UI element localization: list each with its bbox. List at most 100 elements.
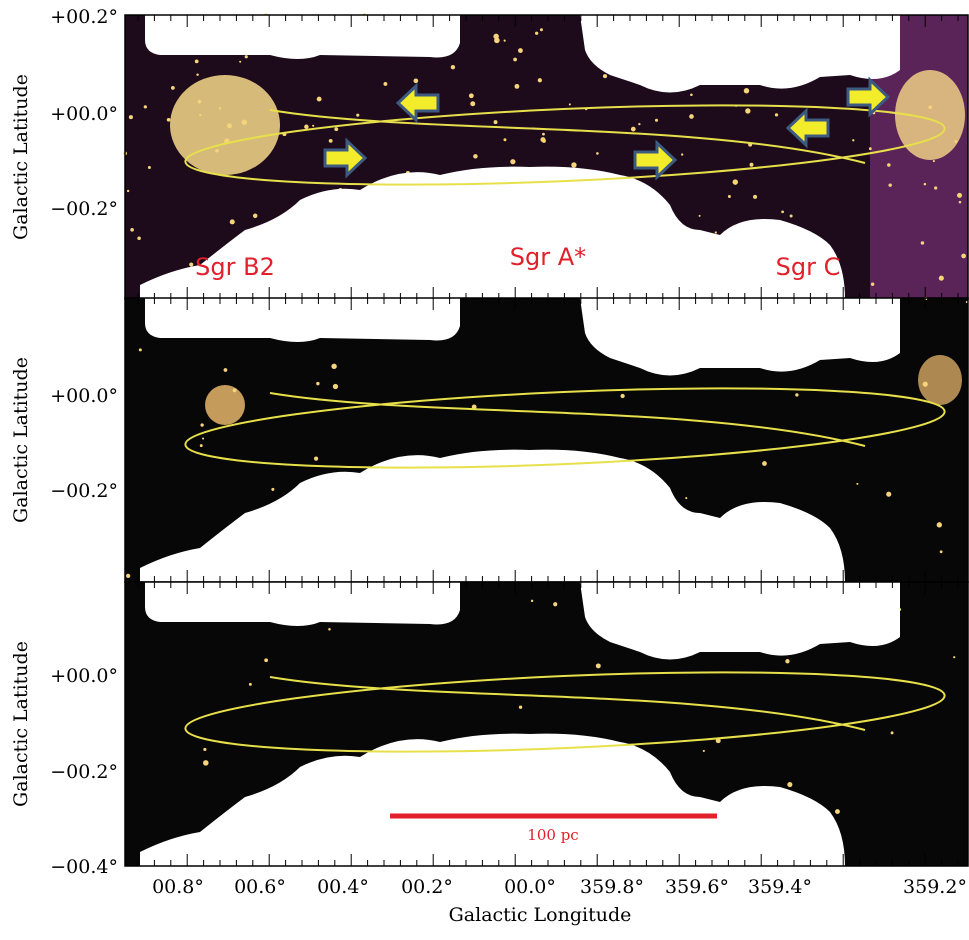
x-tick-label: 359.8° [580,876,644,898]
source-dot [890,731,894,735]
emission-region [170,75,280,175]
source-dot [535,31,539,35]
source-dot [787,781,793,788]
source-dot [328,138,333,143]
source-dot [200,423,204,427]
source-dot [248,682,252,686]
source-dot [714,231,717,234]
panel-frame [124,581,969,867]
source-dot [197,99,202,104]
motion-arrow [323,137,368,179]
source-dot [939,550,943,554]
source-dot [785,659,790,664]
source-dot [316,96,322,102]
source-dot [232,388,237,393]
source-dot [781,210,784,214]
source-dot [596,152,599,155]
source-dot [383,81,388,86]
source-dot [958,200,962,204]
source-dot [762,461,767,466]
source-dot [702,749,705,753]
source-dot [194,59,199,64]
source-dot [316,381,320,386]
source-dot [743,88,750,94]
source-dot [685,497,688,500]
source-dot [537,78,542,83]
orbit [269,109,866,164]
source-dot [539,28,543,32]
source-dot [595,663,601,669]
source-dot [241,119,247,125]
x-tick-label: 00.0° [504,876,556,898]
source-dot [203,747,207,752]
source-dot [137,236,141,241]
source-dot [226,123,232,129]
source-dot [493,33,499,40]
source-dot [689,114,694,119]
source-dot [541,138,546,143]
source-dot [473,154,478,159]
source-dot [332,383,339,390]
source-dot [886,491,892,497]
source-dot [143,105,147,109]
source-dot [954,140,958,143]
source-dot [202,437,205,440]
source-dot [304,124,309,130]
source-dot [356,113,360,117]
source-dot [920,241,925,245]
source-dot [510,159,516,165]
source-dot [170,86,175,90]
source-dot [870,282,875,286]
source-dot [223,368,228,372]
source-dot [698,214,701,217]
source-dot [271,487,275,491]
source-dot [856,482,859,485]
region-label: Sgr B2 [195,253,275,281]
source-dot [932,160,935,163]
x-tick-label: 00.8° [152,876,204,898]
y-axis-title: Galactic Latitude [10,74,32,240]
source-dot [922,381,928,387]
source-dot [215,149,219,153]
source-dot [138,348,142,352]
y-axis-title: Galactic Latitude [10,641,32,807]
source-dot [126,573,131,578]
source-dot [887,163,891,167]
orbit [184,387,946,469]
source-dot [749,162,754,167]
source-dot [252,213,258,219]
x-axis-title: Galactic Longitude [449,904,632,926]
source-dot [126,189,130,193]
source-dot [264,658,269,663]
source-dot [938,275,944,281]
source-dot [229,219,235,225]
source-dot [503,39,506,42]
source-dot [835,809,840,814]
motion-arrow [633,139,678,181]
emission-region [895,70,965,160]
source-dot [542,132,545,136]
source-dot [470,101,476,107]
source-dot [334,127,339,132]
source-dot [128,115,133,120]
y-tick-label: −00.2° [50,761,118,783]
source-dot [518,705,523,709]
source-dot [753,194,758,199]
y-axis-title: Galactic Latitude [10,357,32,523]
source-dot [450,65,456,70]
source-dot [518,48,523,53]
source-dot [199,114,202,117]
source-dot [503,138,507,142]
x-tick-label: 00.6° [234,876,286,898]
source-dot [961,253,966,259]
orbit [269,676,866,731]
source-dot [745,108,751,114]
source-dot [630,126,636,132]
x-tick-label: 359.6° [665,876,729,898]
source-dot [789,214,793,218]
source-dot [602,74,608,79]
orbit [184,671,946,753]
y-tick-label: +00.0° [50,103,118,125]
